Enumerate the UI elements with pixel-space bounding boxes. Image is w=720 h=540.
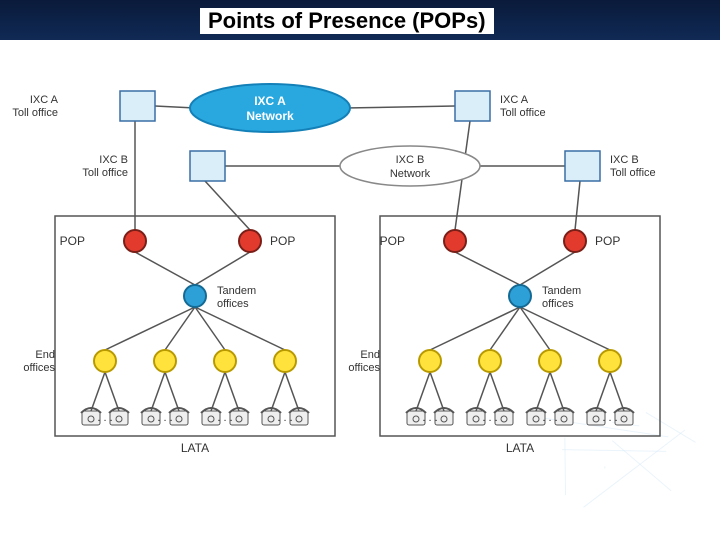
svg-text:. . .: . . .	[542, 412, 557, 424]
svg-text:Network: Network	[390, 168, 431, 180]
svg-text:offices: offices	[348, 362, 380, 374]
svg-text:LATA: LATA	[506, 441, 534, 455]
diagram-canvas: LATALATAIXC ANetworkIXC BNetworkIXC ATol…	[0, 36, 720, 536]
diagram-svg: LATALATAIXC ANetworkIXC BNetworkIXC ATol…	[0, 36, 720, 536]
svg-text:Toll office: Toll office	[610, 167, 656, 179]
svg-text:IXC A: IXC A	[254, 94, 286, 108]
svg-text:IXC A: IXC A	[30, 94, 59, 106]
svg-text:offices: offices	[217, 298, 249, 310]
svg-text:. . .: . . .	[422, 412, 437, 424]
svg-text:End: End	[35, 349, 55, 361]
slide-title: Points of Presence (POPs)	[200, 8, 494, 34]
svg-text:Tandem: Tandem	[217, 285, 256, 297]
svg-text:Toll office: Toll office	[12, 107, 58, 119]
svg-text:IXC B: IXC B	[99, 154, 128, 166]
svg-text:offices: offices	[542, 298, 574, 310]
svg-text:POP: POP	[595, 234, 620, 248]
svg-text:IXC A: IXC A	[500, 94, 529, 106]
svg-text:Network: Network	[246, 109, 294, 123]
svg-text:LATA: LATA	[181, 441, 209, 455]
svg-text:IXC B: IXC B	[396, 154, 425, 166]
svg-text:Toll office: Toll office	[82, 167, 128, 179]
svg-text:POP: POP	[60, 234, 85, 248]
svg-text:POP: POP	[380, 234, 405, 248]
svg-text:POP: POP	[270, 234, 295, 248]
svg-text:. . .: . . .	[482, 412, 497, 424]
svg-text:offices: offices	[23, 362, 55, 374]
svg-text:. . .: . . .	[217, 412, 232, 424]
svg-text:IXC B: IXC B	[610, 154, 639, 166]
svg-text:Toll office: Toll office	[500, 107, 546, 119]
svg-text:. . .: . . .	[157, 412, 172, 424]
svg-text:. . .: . . .	[277, 412, 292, 424]
svg-text:End: End	[360, 349, 380, 361]
svg-text:. . .: . . .	[97, 412, 112, 424]
svg-text:. . .: . . .	[602, 412, 617, 424]
svg-text:Tandem: Tandem	[542, 285, 581, 297]
